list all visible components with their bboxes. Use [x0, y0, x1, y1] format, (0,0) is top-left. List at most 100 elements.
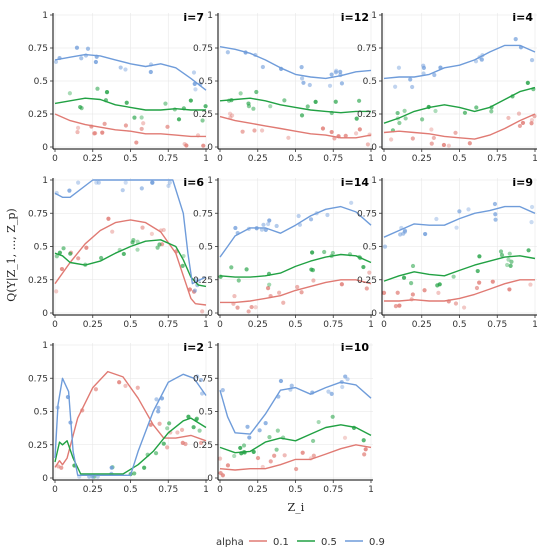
quantile-curve-0.5	[383, 86, 536, 124]
x-tick-label: 0.25	[248, 154, 268, 164]
scatter-point-0.1	[474, 285, 480, 291]
scatter-point-0.5	[433, 108, 438, 114]
scatter-point-0.1	[255, 455, 261, 461]
y-tick-label: 0.75	[28, 209, 48, 219]
y-tick-label: 1	[371, 11, 377, 21]
quantile-curve-0.1	[54, 219, 207, 306]
scatter-point-0.1	[227, 111, 233, 116]
quantile-curve-0.1	[383, 113, 536, 140]
scatter-point-0.5	[462, 110, 468, 115]
scatter-point-0.1	[76, 256, 81, 261]
scatter-point-0.1	[93, 387, 99, 392]
scatter-point-0.1	[229, 113, 235, 118]
panel-title: i=10	[341, 341, 370, 354]
quantile-curve-0.1	[219, 115, 372, 139]
y-tick-label: 0	[371, 143, 377, 153]
y-tick-label: 0.25	[357, 276, 377, 286]
y-tick-label: 1	[207, 11, 213, 21]
scatter-point-0.1	[165, 124, 170, 129]
scatter-point-0.5	[124, 100, 129, 105]
scatter-point-0.9	[154, 397, 159, 402]
y-tick-label: 1	[42, 11, 48, 21]
quantile-curve-0.5	[219, 253, 372, 278]
scatter-point-0.9	[120, 188, 125, 193]
y-tick-label: 0	[42, 474, 48, 484]
y-tick-label: 0.25	[28, 441, 48, 451]
y-tick-label: 0.75	[193, 209, 213, 219]
scatter-point-0.1	[183, 441, 188, 447]
scatter-point-0.1	[84, 245, 89, 250]
scatter-point-0.9	[79, 56, 84, 61]
panel-title: i=7	[183, 11, 204, 24]
scatter-point-0.9	[457, 209, 462, 214]
scatter-point-0.1	[365, 142, 371, 147]
scatter-point-0.1	[467, 141, 472, 146]
scatter-point-0.1	[364, 286, 369, 291]
scatter-point-0.1	[200, 309, 205, 314]
scatter-point-0.5	[525, 80, 530, 85]
scatter-point-0.5	[251, 106, 256, 111]
quantile-curve-0.9	[54, 179, 207, 285]
scatter-point-0.1	[110, 229, 115, 234]
scatter-point-0.5	[251, 449, 256, 454]
scatter-point-0.5	[200, 118, 205, 123]
x-tick-label: 0.75	[158, 485, 178, 495]
scatter-point-0.1	[75, 125, 81, 130]
scatter-point-0.5	[139, 115, 144, 120]
scatter-point-0.9	[529, 204, 535, 210]
scatter-point-0.5	[197, 428, 202, 433]
scatter-point-0.1	[389, 137, 394, 142]
scatter-point-0.9	[382, 244, 388, 249]
scatter-point-0.1	[240, 129, 245, 134]
scatter-point-0.9	[96, 180, 101, 185]
scatter-point-0.1	[381, 290, 387, 295]
y-tick-label: 0.25	[193, 441, 213, 451]
y-tick-label: 0.5	[199, 243, 213, 253]
scatter-point-0.1	[299, 290, 304, 295]
scatter-point-0.1	[281, 300, 286, 305]
scatter-point-0.1	[139, 126, 144, 132]
x-tick-label: 0	[217, 320, 223, 330]
x-tick-label: 1	[532, 320, 538, 330]
scatter-point-0.9	[257, 428, 262, 433]
scatter-point-0.9	[67, 188, 72, 193]
x-tick-label: 0.5	[288, 320, 302, 330]
x-tick-label: 0.5	[123, 485, 137, 495]
scatter-point-0.1	[232, 293, 237, 299]
scatter-point-0.1	[528, 282, 533, 287]
x-tick-label: 1	[368, 154, 374, 164]
x-tick-label: 0.25	[83, 154, 103, 164]
scatter-point-0.5	[474, 105, 479, 110]
scatter-point-0.5	[254, 89, 259, 95]
scatter-point-0.9	[267, 218, 272, 223]
x-tick-label: 0.75	[323, 154, 343, 164]
y-tick-label: 0.75	[193, 44, 213, 54]
scatter-point-0.9	[85, 46, 91, 51]
x-tick-label: 1	[203, 154, 209, 164]
scatter-point-0.5	[310, 250, 315, 255]
scatter-point-0.9	[326, 389, 331, 394]
scatter-point-0.9	[454, 225, 459, 230]
x-tick-label: 0	[381, 154, 387, 164]
scatter-point-0.5	[232, 453, 237, 459]
y-tick-label: 0.75	[28, 44, 48, 54]
x-tick-label: 0.75	[323, 485, 343, 495]
scatter-point-0.1	[300, 450, 305, 455]
scatter-point-0.5	[330, 414, 335, 419]
scatter-point-0.5	[155, 245, 160, 250]
scatter-point-0.5	[79, 106, 84, 111]
scatter-point-0.1	[249, 304, 254, 310]
scatter-point-0.1	[54, 289, 59, 294]
scatter-point-0.9	[118, 65, 123, 70]
y-axis-label: Q(Y|Z_1, ..., Z_p)	[5, 208, 19, 301]
scatter-point-0.5	[229, 265, 234, 270]
scatter-point-0.9	[421, 63, 426, 68]
x-tick-label: 0.5	[452, 154, 466, 164]
scatter-point-0.1	[175, 430, 180, 435]
scatter-point-0.9	[434, 216, 439, 222]
scatter-point-0.5	[403, 116, 408, 121]
scatter-point-0.1	[201, 143, 206, 148]
quantile-curve-0.5	[383, 255, 536, 282]
x-tick-label: 0	[52, 320, 58, 330]
scatter-point-0.9	[289, 383, 294, 388]
